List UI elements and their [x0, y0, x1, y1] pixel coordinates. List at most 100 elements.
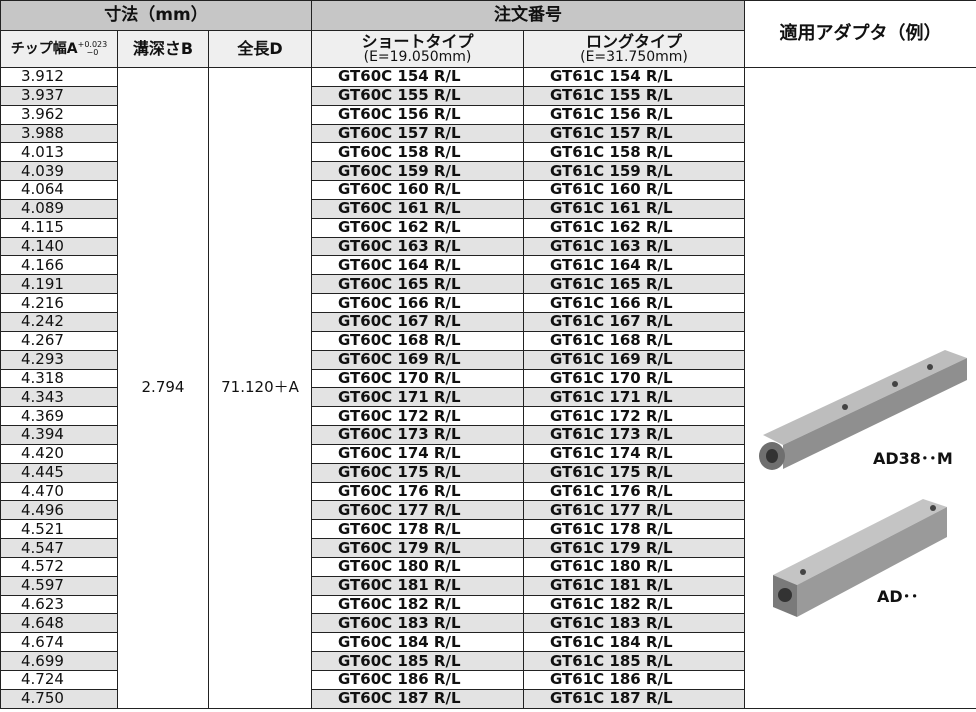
- short-order-number: GT60C 184 R/L: [312, 633, 524, 652]
- chip-width: 4.318: [1, 369, 118, 388]
- chip-width: 3.988: [1, 124, 118, 143]
- long-order-number: GT61C 167 R/L: [524, 312, 745, 331]
- long-order-number: GT61C 180 R/L: [524, 557, 745, 576]
- short-order-number: GT60C 169 R/L: [312, 350, 524, 369]
- tolerance-lower: −0: [78, 49, 108, 57]
- chip-width: 4.394: [1, 426, 118, 445]
- short-order-number: GT60C 175 R/L: [312, 463, 524, 482]
- long-order-number: GT61C 178 R/L: [524, 520, 745, 539]
- chip-width: 4.293: [1, 350, 118, 369]
- long-order-number: GT61C 175 R/L: [524, 463, 745, 482]
- chip-width: 4.572: [1, 557, 118, 576]
- chip-width: 4.724: [1, 671, 118, 690]
- short-order-number: GT60C 173 R/L: [312, 426, 524, 445]
- long-order-number: GT61C 166 R/L: [524, 294, 745, 313]
- chip-width: 4.013: [1, 143, 118, 162]
- chip-width: 4.623: [1, 595, 118, 614]
- chip-width: 4.039: [1, 162, 118, 181]
- chip-width: 4.521: [1, 520, 118, 539]
- header-subtext: (E=31.750mm): [524, 50, 744, 64]
- short-order-number: GT60C 185 R/L: [312, 652, 524, 671]
- short-order-number: GT60C 178 R/L: [312, 520, 524, 539]
- chip-width: 4.420: [1, 444, 118, 463]
- chip-width: 4.597: [1, 576, 118, 595]
- adapter-label: AD･･: [877, 583, 919, 607]
- chip-width: 4.674: [1, 633, 118, 652]
- header-cell: ショートタイプ(E=19.050mm): [312, 31, 524, 68]
- short-order-number: GT60C 177 R/L: [312, 501, 524, 520]
- chip-width: 4.267: [1, 331, 118, 350]
- overall-length: 71.120＋A: [209, 68, 312, 709]
- tolerance: +0.023−0: [78, 41, 108, 57]
- long-order-number: GT61C 176 R/L: [524, 482, 745, 501]
- long-order-number: GT61C 187 R/L: [524, 689, 745, 708]
- header-cell: 寸法（mm）: [1, 1, 312, 31]
- header-text: チップ幅A: [11, 41, 78, 57]
- header-cell: ロングタイプ(E=31.750mm): [524, 31, 745, 68]
- adapter-label: AD38･･M: [873, 445, 953, 469]
- long-order-number: GT61C 174 R/L: [524, 444, 745, 463]
- short-order-number: GT60C 162 R/L: [312, 218, 524, 237]
- short-order-number: GT60C 156 R/L: [312, 105, 524, 124]
- chip-width: 4.140: [1, 237, 118, 256]
- short-order-number: GT60C 170 R/L: [312, 369, 524, 388]
- short-order-number: GT60C 181 R/L: [312, 576, 524, 595]
- chip-width: 4.699: [1, 652, 118, 671]
- long-order-number: GT61C 160 R/L: [524, 181, 745, 200]
- short-order-number: GT60C 182 R/L: [312, 595, 524, 614]
- long-order-number: GT61C 183 R/L: [524, 614, 745, 633]
- header-subtext: (E=19.050mm): [312, 50, 523, 64]
- chip-width: 4.470: [1, 482, 118, 501]
- short-order-number: GT60C 180 R/L: [312, 557, 524, 576]
- short-order-number: GT60C 183 R/L: [312, 614, 524, 633]
- short-order-number: GT60C 172 R/L: [312, 407, 524, 426]
- chip-width: 4.750: [1, 689, 118, 708]
- groove-depth: 2.794: [118, 68, 209, 709]
- adapter-drawing: [745, 67, 976, 708]
- short-order-number: GT60C 168 R/L: [312, 331, 524, 350]
- long-order-number: GT61C 156 R/L: [524, 105, 745, 124]
- header-cell: 適用アダプタ（例）: [745, 1, 976, 68]
- short-order-number: GT60C 154 R/L: [312, 68, 524, 87]
- chip-width: 4.547: [1, 539, 118, 558]
- short-order-number: GT60C 179 R/L: [312, 539, 524, 558]
- header-cell: 溝深さB: [118, 31, 209, 68]
- header-row: 寸法（mm） 注文番号 適用アダプタ（例）: [1, 1, 976, 31]
- chip-width: 4.166: [1, 256, 118, 275]
- long-order-number: GT61C 177 R/L: [524, 501, 745, 520]
- long-order-number: GT61C 164 R/L: [524, 256, 745, 275]
- adapter-bar: [773, 499, 947, 617]
- short-order-number: GT60C 171 R/L: [312, 388, 524, 407]
- short-order-number: GT60C 174 R/L: [312, 444, 524, 463]
- long-order-number: GT61C 154 R/L: [524, 68, 745, 87]
- short-order-number: GT60C 163 R/L: [312, 237, 524, 256]
- short-order-number: GT60C 187 R/L: [312, 689, 524, 708]
- header-cell: 注文番号: [312, 1, 745, 31]
- chip-width: 4.216: [1, 294, 118, 313]
- long-order-number: GT61C 161 R/L: [524, 199, 745, 218]
- short-order-number: GT60C 155 R/L: [312, 86, 524, 105]
- long-order-number: GT61C 158 R/L: [524, 143, 745, 162]
- short-order-number: GT60C 157 R/L: [312, 124, 524, 143]
- long-order-number: GT61C 157 R/L: [524, 124, 745, 143]
- short-order-number: GT60C 161 R/L: [312, 199, 524, 218]
- long-order-number: GT61C 171 R/L: [524, 388, 745, 407]
- short-order-number: GT60C 186 R/L: [312, 671, 524, 690]
- short-order-number: GT60C 158 R/L: [312, 143, 524, 162]
- long-order-number: GT61C 179 R/L: [524, 539, 745, 558]
- header-cell: チップ幅A+0.023−0: [1, 31, 118, 68]
- short-order-number: GT60C 160 R/L: [312, 181, 524, 200]
- header-cell: 全長D: [209, 31, 312, 68]
- chip-width: 3.962: [1, 105, 118, 124]
- long-order-number: GT61C 182 R/L: [524, 595, 745, 614]
- long-order-number: GT61C 172 R/L: [524, 407, 745, 426]
- chip-width: 4.369: [1, 407, 118, 426]
- short-order-number: GT60C 167 R/L: [312, 312, 524, 331]
- chip-width: 4.064: [1, 181, 118, 200]
- short-order-number: GT60C 164 R/L: [312, 256, 524, 275]
- long-order-number: GT61C 169 R/L: [524, 350, 745, 369]
- long-order-number: GT61C 163 R/L: [524, 237, 745, 256]
- chip-width: 3.912: [1, 68, 118, 87]
- long-order-number: GT61C 170 R/L: [524, 369, 745, 388]
